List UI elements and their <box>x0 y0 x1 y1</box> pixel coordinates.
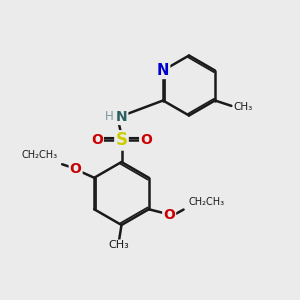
Text: CH₂CH₃: CH₂CH₃ <box>188 196 224 207</box>
Text: CH₃: CH₃ <box>234 102 253 112</box>
Text: O: O <box>91 134 103 147</box>
Text: O: O <box>163 208 175 222</box>
Text: CH₃: CH₃ <box>109 240 130 250</box>
Text: S: S <box>116 131 128 149</box>
Text: H: H <box>104 110 113 124</box>
Text: N: N <box>116 110 127 124</box>
Text: O: O <box>70 162 82 176</box>
Text: N: N <box>157 63 169 78</box>
Text: CH₂CH₃: CH₂CH₃ <box>22 150 58 160</box>
Text: O: O <box>140 134 152 147</box>
